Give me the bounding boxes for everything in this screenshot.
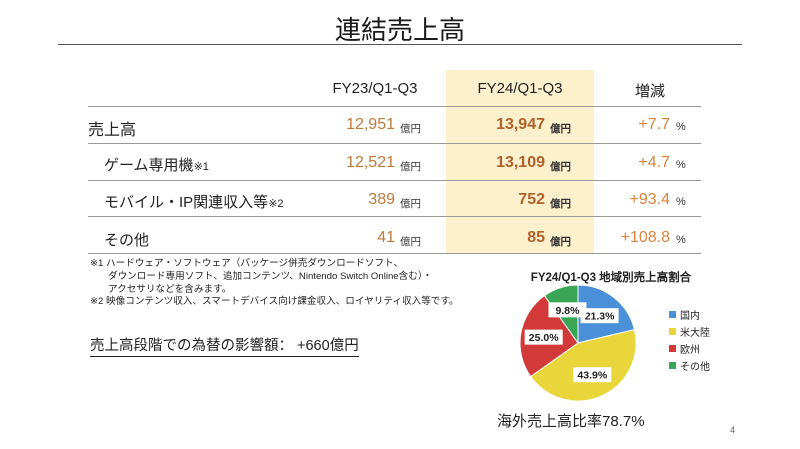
unit-label: 億円 — [550, 161, 571, 173]
row-label-other: その他 — [104, 232, 150, 249]
legend-swatch-europe — [669, 345, 676, 352]
fy24-value: 13,109 — [496, 154, 545, 171]
data-label: 9.8% — [555, 305, 580, 317]
legend-swatch-other — [669, 362, 676, 369]
percent-label: % — [676, 159, 686, 171]
legend-swatch-domestic — [669, 311, 676, 318]
footnote-1-line-1: ※1 ハードウェア・ソフトウェア（パッケージ併売ダウンロードソフト、 — [90, 258, 404, 269]
row-divider — [88, 253, 701, 254]
pie-slice-americas — [529, 329, 637, 402]
unit-label: 億円 — [400, 161, 421, 173]
data-label: 43.9% — [577, 370, 607, 382]
unit-label: 億円 — [550, 123, 571, 135]
row-label-dedicated-video-game: ゲーム専用機※1 — [104, 157, 209, 174]
legend-label-europe: 欧州 — [680, 345, 700, 356]
unit-label: 億円 — [550, 236, 571, 248]
footnote-marker: ※2 — [268, 198, 284, 210]
legend-label-americas: 米大陸 — [680, 328, 710, 339]
legend-label-domestic: 国内 — [680, 311, 700, 322]
fy24-value: 13,947 — [496, 116, 545, 133]
fy24-value: 752 — [518, 191, 545, 208]
header-change: 増減 — [634, 83, 665, 100]
footnote-1-line-2: ダウンロード専用ソフト、追加コンテンツ、Nintendo Switch Onli… — [108, 271, 433, 282]
unit-label: 億円 — [400, 123, 421, 135]
data-label-box — [548, 302, 587, 318]
header-fy24: FY24/Q1-Q3 — [477, 80, 563, 97]
data-label: 25.0% — [529, 332, 559, 344]
row-divider — [88, 180, 701, 181]
data-label-box — [580, 308, 619, 324]
fy24-value: 85 — [527, 229, 545, 246]
title-divider — [58, 44, 742, 45]
chart-title: FY24/Q1-Q3 地域別売上高割合 — [530, 272, 692, 284]
fx-impact-text: 売上高段階での為替の影響額： +660億円 — [90, 334, 359, 357]
percent-label: % — [676, 196, 686, 208]
row-divider — [88, 216, 701, 217]
fy23-value: 12,951 — [346, 116, 395, 133]
page-title: 連結売上高 — [334, 15, 465, 45]
fy24-highlight-column — [446, 70, 594, 253]
legend-swatch-americas — [669, 328, 676, 335]
fy23-value: 389 — [368, 191, 395, 208]
percent-label: % — [676, 234, 686, 246]
unit-label: 億円 — [550, 198, 571, 210]
page-number: 4 — [730, 425, 736, 435]
change-value: +108.8 — [620, 229, 670, 246]
legend-label-other: その他 — [680, 362, 710, 373]
unit-label: 億円 — [400, 236, 421, 248]
overseas-sales-ratio: 海外売上高比率78.7% — [497, 413, 645, 430]
footnote-2: ※2 映像コンテンツ収入、スマートデバイス向け課金収入、ロイヤリティ収入等です。 — [90, 296, 459, 307]
header-fy23: FY23/Q1-Q3 — [332, 80, 418, 97]
fy23-value: 12,521 — [346, 154, 395, 171]
percent-label: % — [676, 121, 686, 133]
change-value: +4.7 — [638, 154, 670, 171]
row-label-net-sales: 売上高 — [88, 122, 137, 139]
fy23-value: 41 — [377, 229, 395, 246]
row-divider — [88, 106, 701, 107]
data-label-box — [573, 367, 612, 383]
change-value: +93.4 — [629, 191, 670, 208]
data-label-box — [524, 329, 563, 345]
data-label: 21.3% — [585, 311, 615, 323]
row-divider — [88, 143, 701, 144]
change-value: +7.7 — [638, 116, 670, 133]
unit-label: 億円 — [400, 198, 421, 210]
row-label-mobile-ip: モバイル・IP関連収入等※2 — [104, 194, 284, 211]
footnote-marker: ※1 — [193, 161, 209, 173]
regional-sales-pie-chart: 21.3% 43.9% 25.0% 9.8% — [519, 284, 637, 402]
footnote-1-line-3: アクセサリなどを含みます。 — [108, 284, 232, 295]
